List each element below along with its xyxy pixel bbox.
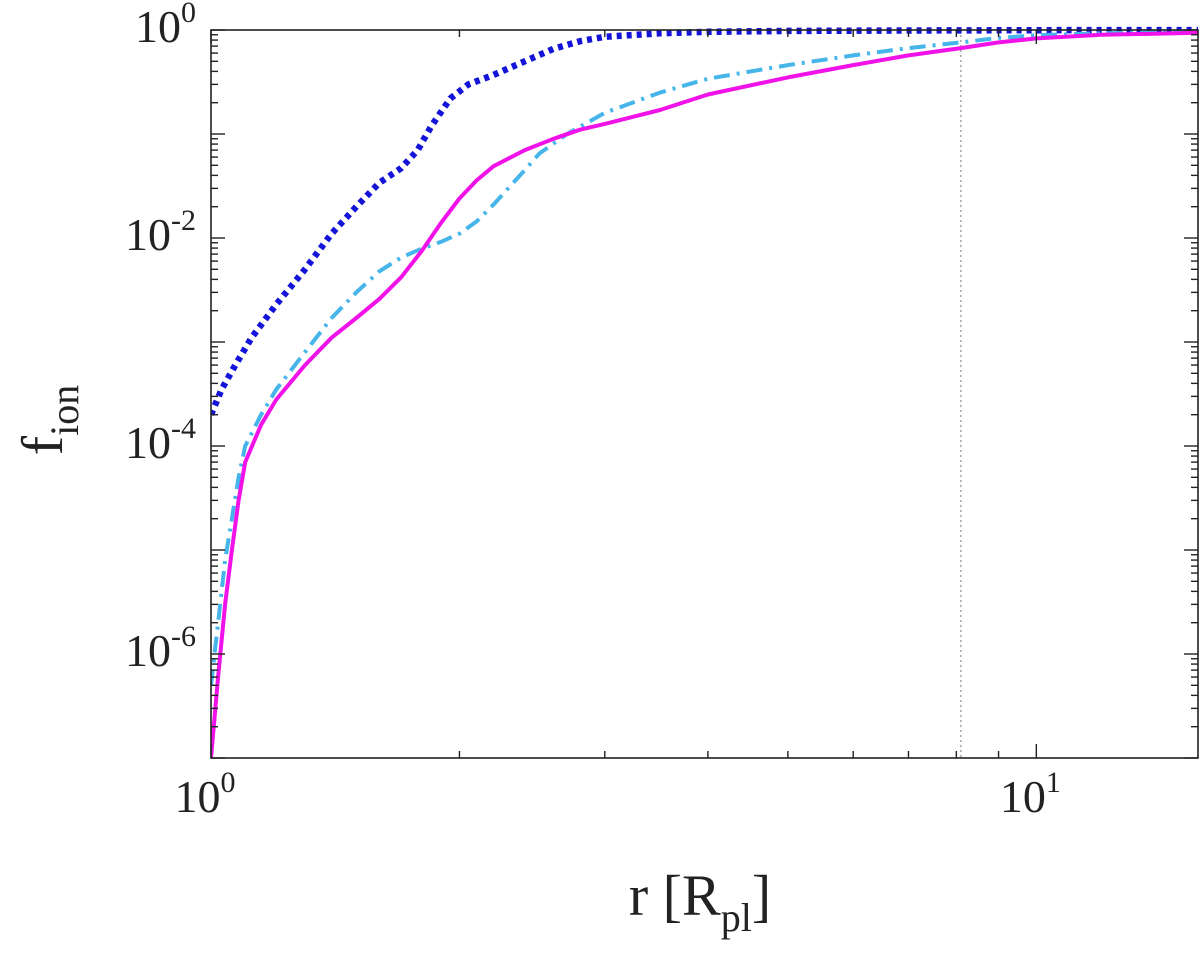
plot-frame bbox=[210, 29, 1199, 759]
y-tick-label-base: 10 bbox=[135, 1, 181, 52]
y-tick-label-base: 10 bbox=[125, 209, 171, 260]
x-axis-label-sub: pl bbox=[721, 895, 752, 940]
y-tick-label-exponent: -6 bbox=[171, 620, 196, 653]
x-tick-label-base: 10 bbox=[1000, 771, 1046, 822]
x-tick-label: 101 bbox=[1000, 766, 1061, 822]
y-axis-label-main: f bbox=[10, 435, 75, 455]
y-tick-label-exponent: -2 bbox=[171, 204, 196, 237]
y-tick-label-exponent: -4 bbox=[171, 412, 196, 445]
plot-background bbox=[211, 30, 1198, 758]
x-axis-label: r [Rpl] bbox=[629, 863, 771, 940]
series-line-solid bbox=[211, 30, 1198, 758]
y-tick-label: 100 bbox=[135, 0, 196, 52]
y-tick-label: 10-4 bbox=[125, 412, 196, 468]
y-tick-label: 10-2 bbox=[125, 204, 196, 260]
x-axis-label-close: ] bbox=[752, 863, 771, 928]
y-tick-label-base: 10 bbox=[125, 417, 171, 468]
y-tick-label: 10-6 bbox=[125, 620, 196, 676]
x-tick-label-exponent: 1 bbox=[1046, 766, 1061, 799]
ticks-layer bbox=[210, 29, 1198, 759]
plot-area bbox=[211, 30, 1198, 758]
x-axis-label-main: r [R bbox=[629, 863, 721, 928]
y-axis-label-sub: ion bbox=[42, 385, 87, 436]
series-line-dashdot bbox=[211, 29, 1198, 686]
y-axis-label: fion bbox=[10, 385, 87, 455]
y-tick-label-exponent: 0 bbox=[181, 0, 196, 29]
y-tick-label-base: 10 bbox=[125, 625, 171, 676]
x-tick-label-base: 10 bbox=[175, 771, 221, 822]
x-tick-label-exponent: 0 bbox=[221, 766, 236, 799]
x-tick-label: 100 bbox=[175, 766, 236, 822]
